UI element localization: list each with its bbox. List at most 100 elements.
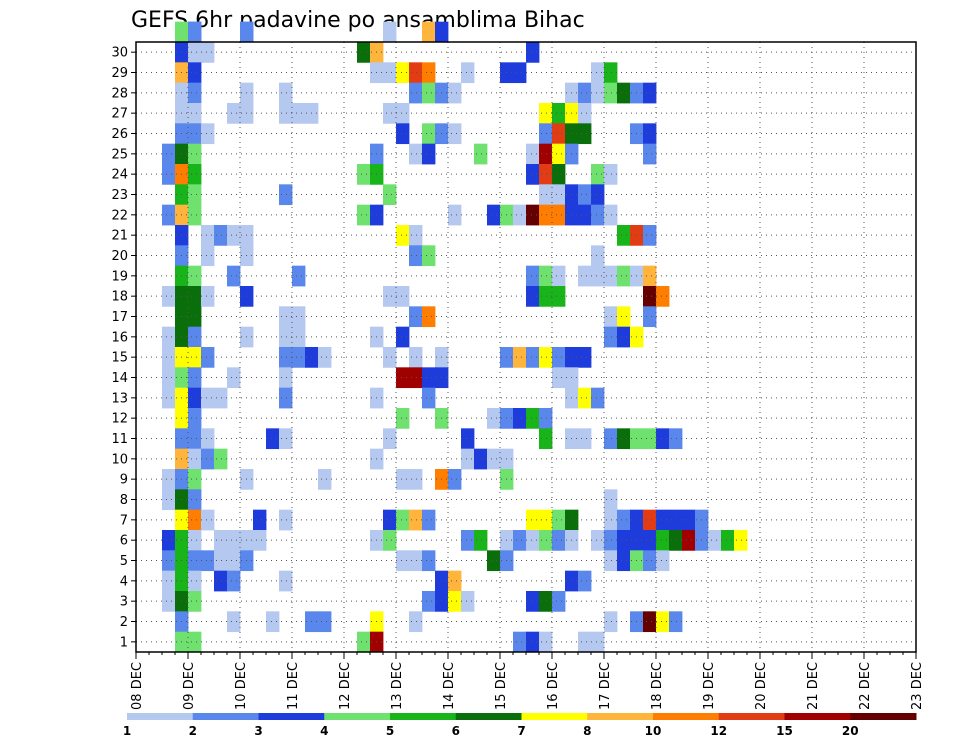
precip-cell bbox=[201, 123, 215, 145]
precip-cell bbox=[188, 408, 202, 429]
precip-cell bbox=[162, 164, 176, 185]
precip-cell bbox=[279, 306, 293, 328]
precip-cell bbox=[188, 123, 202, 145]
precip-cell bbox=[734, 530, 748, 551]
precip-cell bbox=[578, 82, 592, 104]
precip-cell bbox=[578, 428, 592, 450]
precip-cell bbox=[539, 204, 553, 226]
precip-cell bbox=[279, 347, 293, 368]
precip-cell bbox=[448, 469, 462, 490]
precip-cell bbox=[188, 265, 202, 287]
y-tick-label: 10 bbox=[111, 452, 128, 467]
precip-cell bbox=[643, 530, 657, 551]
precip-cell bbox=[162, 591, 176, 612]
y-tick-label: 28 bbox=[111, 86, 128, 101]
precip-cell bbox=[526, 286, 540, 307]
precip-cell bbox=[461, 448, 475, 470]
precip-cell bbox=[162, 367, 176, 389]
precip-cell bbox=[383, 62, 397, 84]
y-tick-label: 4 bbox=[120, 574, 128, 589]
precip-cell bbox=[539, 143, 553, 165]
precip-cell bbox=[422, 387, 436, 409]
precip-cell bbox=[227, 225, 241, 246]
precip-cell bbox=[526, 265, 540, 287]
precip-cell bbox=[188, 82, 202, 104]
precip-cell bbox=[396, 286, 410, 307]
precip-cell bbox=[201, 225, 215, 246]
x-tick-label: 08 DEC bbox=[130, 662, 145, 710]
precip-cell bbox=[591, 204, 605, 226]
y-tick-label: 26 bbox=[111, 127, 128, 142]
precip-cell bbox=[539, 347, 553, 368]
precip-cell bbox=[201, 448, 215, 470]
precip-cell bbox=[578, 570, 592, 592]
precip-cell bbox=[552, 103, 566, 124]
y-tick-label: 19 bbox=[111, 269, 128, 284]
x-tick-label: 15 DEC bbox=[494, 662, 509, 710]
precip-cell bbox=[266, 611, 280, 633]
precip-cell bbox=[188, 103, 202, 124]
precip-cell bbox=[669, 428, 683, 450]
y-tick-label: 21 bbox=[111, 229, 128, 244]
y-tick-label: 1 bbox=[120, 635, 128, 650]
precip-cell bbox=[188, 184, 202, 206]
precip-cell bbox=[162, 143, 176, 165]
precip-cell bbox=[539, 265, 553, 287]
precip-cell bbox=[474, 143, 488, 165]
precip-cell bbox=[214, 448, 228, 470]
precip-cell bbox=[487, 550, 501, 572]
precip-cell bbox=[617, 509, 631, 531]
precip-cell bbox=[292, 347, 306, 368]
precip-cell bbox=[539, 530, 553, 551]
x-tick-label: 14 DEC bbox=[442, 662, 457, 710]
precip-cell bbox=[188, 530, 202, 551]
precip-cell bbox=[604, 428, 618, 450]
precip-cell bbox=[539, 164, 553, 185]
precip-cell bbox=[188, 42, 202, 63]
precip-cell bbox=[396, 550, 410, 572]
y-tick-label: 20 bbox=[111, 249, 128, 264]
precip-cell bbox=[188, 367, 202, 389]
precip-cell bbox=[422, 509, 436, 531]
precip-cell bbox=[526, 591, 540, 612]
precip-cell bbox=[578, 347, 592, 368]
precip-cell bbox=[188, 570, 202, 592]
precip-cell bbox=[227, 530, 241, 551]
precip-cell bbox=[422, 550, 436, 572]
precip-cell bbox=[279, 509, 293, 531]
precip-cell bbox=[617, 306, 631, 328]
legend-swatch bbox=[192, 713, 259, 720]
precip-cell bbox=[604, 550, 618, 572]
y-tick-label: 16 bbox=[111, 330, 128, 345]
legend-swatch bbox=[455, 713, 522, 720]
precip-cell bbox=[552, 164, 566, 185]
precip-cell bbox=[552, 591, 566, 612]
precip-cell bbox=[487, 448, 501, 470]
precip-cell bbox=[188, 21, 202, 43]
precip-cell bbox=[643, 509, 657, 531]
precip-cell bbox=[552, 509, 566, 531]
precip-cell bbox=[578, 204, 592, 226]
precip-cell bbox=[227, 570, 241, 592]
precip-cell bbox=[201, 286, 215, 307]
precip-cell bbox=[279, 367, 293, 389]
precip-cell bbox=[188, 306, 202, 328]
precip-cell bbox=[643, 82, 657, 104]
precip-cell bbox=[513, 62, 527, 84]
x-tick-label: 18 DEC bbox=[650, 662, 665, 710]
legend-label: 2 bbox=[189, 724, 197, 738]
precip-cell bbox=[591, 631, 605, 653]
precip-cell bbox=[227, 367, 241, 389]
precip-cell bbox=[201, 428, 215, 450]
precip-cell bbox=[591, 245, 605, 267]
precip-cell bbox=[188, 387, 202, 409]
precip-cell bbox=[617, 265, 631, 287]
precip-cell bbox=[162, 326, 176, 348]
precip-cell bbox=[188, 286, 202, 307]
precip-cell bbox=[435, 21, 449, 43]
precip-cell bbox=[604, 611, 618, 633]
precip-cell bbox=[448, 591, 462, 612]
axes: 08 DEC 09 DEC 10 DEC 11 DEC 12 DEC 13 DEC 14 D… bbox=[111, 41, 925, 710]
legend-label: 7 bbox=[517, 724, 525, 738]
